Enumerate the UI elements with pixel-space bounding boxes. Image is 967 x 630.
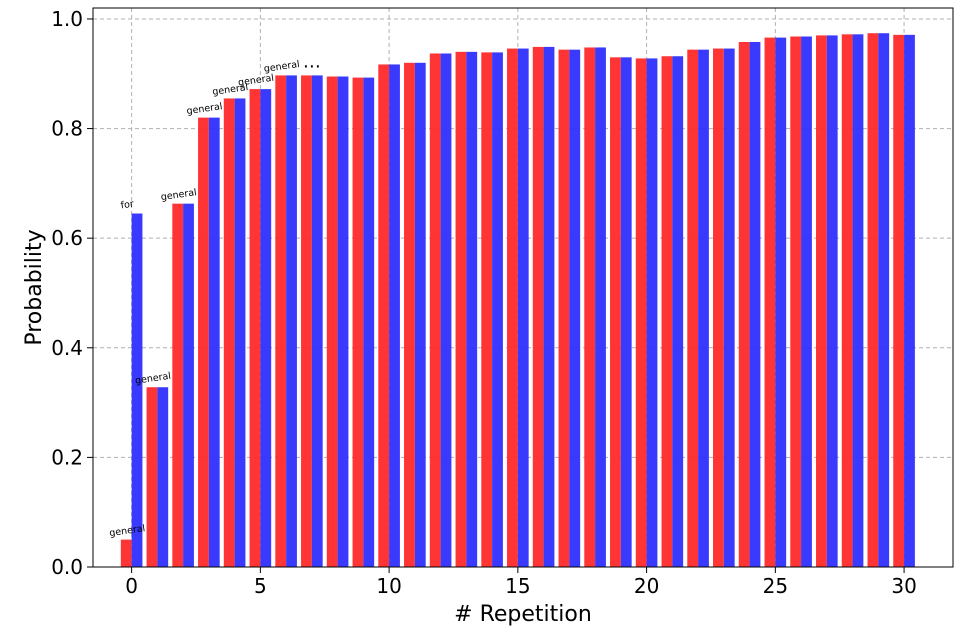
red-bar (249, 89, 261, 568)
red-bar (378, 64, 390, 567)
blue-bar (466, 51, 478, 567)
red-bar (120, 539, 132, 567)
blue-bar (131, 213, 143, 567)
x-tick-label: 25 (763, 574, 788, 598)
blue-bar (183, 203, 194, 567)
y-tick-label: 0.0 (51, 555, 83, 579)
x-tick-label: 15 (505, 574, 530, 598)
blue-bar (286, 75, 297, 567)
red-bar (532, 46, 544, 568)
red-bar (816, 35, 827, 567)
blue-bar (492, 52, 503, 567)
bar-annotation: general (186, 101, 223, 117)
bar-annotation: general (134, 371, 171, 387)
blue-bar (749, 41, 761, 568)
bar-annotation: general (212, 82, 249, 98)
blue-bar (543, 46, 555, 568)
blue-bar (337, 76, 349, 567)
blue-bar (260, 89, 272, 568)
red-bar (223, 98, 235, 568)
x-tick-label: 30 (891, 574, 916, 598)
red-bar (404, 62, 415, 568)
red-bar (687, 49, 699, 567)
bar-annotation: general (237, 73, 274, 89)
bar-annotation: … (303, 51, 321, 72)
blue-bar (311, 75, 323, 567)
red-bar (790, 36, 802, 567)
red-bar (198, 117, 209, 568)
blue-bar (517, 48, 529, 568)
blue-bar (775, 37, 787, 567)
red-bar (764, 37, 776, 567)
red-bar (507, 48, 518, 568)
x-tick-label: 5 (254, 574, 267, 598)
red-bar (455, 51, 467, 567)
x-tick-label: 20 (634, 574, 659, 598)
blue-bar (440, 53, 452, 568)
bars (120, 33, 915, 568)
bar-annotation: general (263, 59, 300, 75)
blue-bar (852, 34, 864, 568)
y-tick-label: 1.0 (51, 7, 83, 31)
blue-bar (904, 34, 915, 568)
blue-bar (363, 77, 375, 567)
blue-bar (620, 57, 632, 567)
blue-bar (826, 35, 838, 567)
y-tick-label: 0.8 (51, 117, 83, 141)
red-bar (893, 34, 905, 568)
x-tick-label: 0 (125, 574, 138, 598)
red-bar (867, 33, 879, 567)
red-bar (326, 76, 338, 567)
red-bar (661, 56, 673, 567)
blue-bar (569, 49, 581, 567)
red-bar (481, 52, 493, 567)
y-axis-label: Probability (22, 229, 47, 345)
red-bar (558, 49, 570, 567)
blue-bar (698, 49, 709, 567)
blue-bar (646, 58, 658, 568)
bar-annotations: generalforgeneralgeneralgeneralgeneralge… (109, 51, 321, 539)
axis-ticks: 0 5 10 15 20 25 30 0.0 0.2 0.4 0.6 0.8 1.0 (51, 7, 917, 598)
blue-bar (389, 64, 400, 567)
red-bar (610, 57, 621, 567)
red-bar (841, 34, 853, 568)
red-bar (584, 47, 596, 567)
bar-annotation: general (160, 187, 197, 203)
red-bar (429, 53, 441, 568)
red-bar (275, 75, 287, 567)
x-axis-label: # Repetition (454, 602, 592, 627)
y-tick-label: 0.2 (51, 445, 83, 469)
bar-annotation: for (120, 199, 135, 212)
red-bar (738, 41, 750, 568)
blue-bar (595, 47, 606, 567)
blue-bar (878, 33, 890, 567)
y-tick-label: 0.4 (51, 336, 83, 360)
red-bar (146, 387, 158, 567)
red-bar (713, 48, 724, 568)
blue-bar (672, 56, 684, 567)
y-tick-label: 0.6 (51, 226, 83, 250)
blue-bar (208, 117, 220, 568)
red-bar (301, 75, 312, 567)
blue-bar (234, 98, 246, 568)
red-bar (635, 58, 647, 568)
blue-bar (801, 36, 812, 567)
blue-bar (157, 387, 169, 567)
blue-bar (414, 62, 426, 568)
red-bar (172, 203, 184, 567)
plot-frame (92, 7, 954, 568)
red-bar (352, 77, 364, 567)
blue-bar (723, 48, 735, 568)
bar-annotation: general (109, 523, 146, 539)
x-tick-label: 10 (376, 574, 401, 598)
